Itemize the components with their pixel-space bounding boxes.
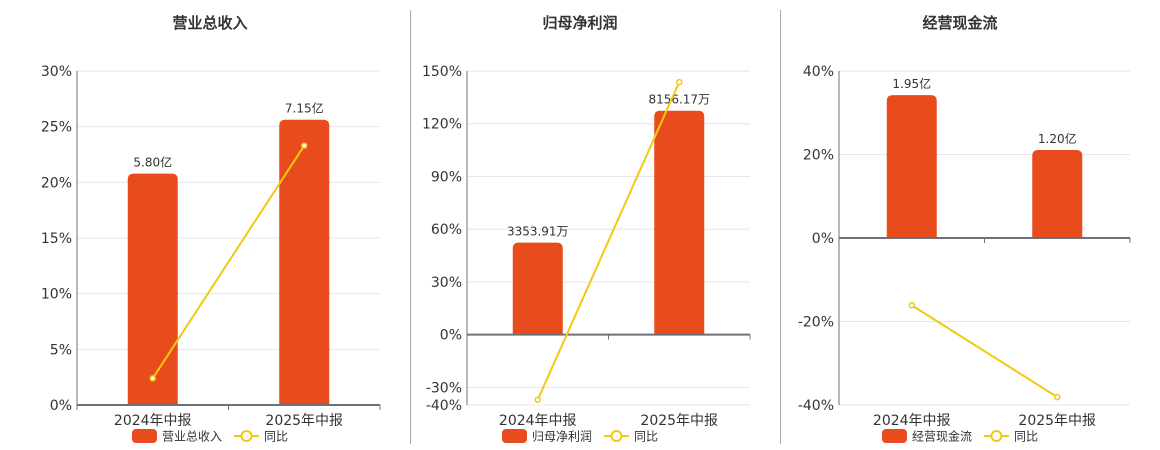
legend-bar-swatch bbox=[882, 429, 907, 443]
bar bbox=[886, 95, 937, 238]
legend-line-label: 同比 bbox=[264, 430, 288, 444]
yoy-point bbox=[149, 375, 156, 382]
bar bbox=[512, 242, 563, 335]
y-tick-label: 25% bbox=[41, 120, 72, 136]
y-tick-label: -40% bbox=[426, 398, 462, 414]
yoy-line bbox=[151, 145, 306, 379]
bar bbox=[279, 119, 330, 405]
x-tick-label: 2024年中报 bbox=[114, 413, 192, 429]
y-tick-label: -30% bbox=[426, 380, 462, 396]
y-tick-label: 30% bbox=[431, 275, 462, 291]
bar-value-label: 3353.91万 bbox=[507, 225, 569, 239]
bar-value-label: 1.20亿 bbox=[1038, 131, 1077, 146]
y-tick-label: 150% bbox=[422, 64, 462, 80]
legend-line-marker bbox=[610, 430, 623, 442]
y-tick-label: 10% bbox=[41, 287, 72, 303]
yoy-point bbox=[908, 301, 915, 309]
y-tick-label: 0% bbox=[812, 231, 834, 247]
yoy-point bbox=[301, 142, 308, 149]
panel-divider bbox=[410, 10, 411, 444]
bar-value-label: 1.95亿 bbox=[892, 76, 931, 91]
y-tick-label: -40% bbox=[798, 398, 834, 414]
y-tick-label: 30% bbox=[41, 64, 72, 80]
y-tick-label: 0% bbox=[440, 328, 462, 344]
bar bbox=[127, 173, 178, 405]
legend-bar-swatch bbox=[502, 429, 527, 443]
x-tick-label: 2025年中报 bbox=[265, 413, 343, 429]
x-tick-label: 2025年中报 bbox=[640, 413, 718, 429]
y-tick-label: 15% bbox=[41, 231, 72, 247]
y-tick-label: 20% bbox=[41, 175, 72, 191]
yoy-line bbox=[536, 81, 681, 401]
chart-title-cash-flow: 经营现金流 bbox=[922, 14, 998, 32]
chart-title-net-profit: 归母净利润 bbox=[542, 14, 618, 32]
y-tick-label: 60% bbox=[431, 222, 462, 238]
yoy-point bbox=[676, 78, 683, 86]
yoy-point bbox=[534, 396, 541, 403]
y-tick-label: 90% bbox=[431, 169, 462, 185]
x-tick-label: 2024年中报 bbox=[499, 413, 577, 429]
y-tick-label: 120% bbox=[422, 117, 462, 133]
bar bbox=[654, 110, 705, 335]
legend-bar-label: 归母净利润 bbox=[532, 430, 592, 444]
yoy-point bbox=[1054, 393, 1061, 401]
legend-line-marker bbox=[990, 430, 1003, 442]
legend-bar-swatch bbox=[132, 429, 157, 443]
yoy-line bbox=[911, 304, 1058, 398]
legend-line-marker bbox=[240, 430, 253, 442]
y-tick-label: 20% bbox=[803, 148, 834, 164]
legend-bar-label: 营业总收入 bbox=[162, 430, 222, 444]
bar-value-label: 8156.17万 bbox=[648, 93, 710, 107]
legend-line-label: 同比 bbox=[634, 430, 658, 444]
chart-title-revenue: 营业总收入 bbox=[172, 14, 248, 32]
x-tick-label: 2024年中报 bbox=[873, 413, 951, 429]
bar bbox=[1032, 150, 1083, 238]
bar-value-label: 7.15亿 bbox=[285, 101, 324, 116]
panel-divider bbox=[780, 10, 781, 444]
legend-line-label: 同比 bbox=[1014, 430, 1038, 444]
y-tick-label: 0% bbox=[50, 398, 72, 414]
y-tick-label: -20% bbox=[798, 315, 834, 331]
legend-bar-label: 经营现金流 bbox=[912, 429, 972, 444]
bar-value-label: 5.80亿 bbox=[133, 155, 172, 170]
y-tick-label: 5% bbox=[50, 342, 72, 358]
x-tick-label: 2025年中报 bbox=[1018, 413, 1096, 429]
y-tick-label: 40% bbox=[803, 64, 834, 80]
